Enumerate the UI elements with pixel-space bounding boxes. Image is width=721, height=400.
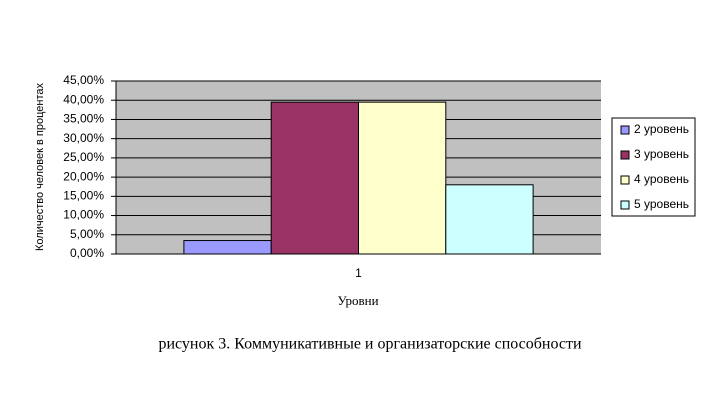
y-tick-label: 45,00% — [63, 73, 104, 87]
chart-title: рисунок 3. Коммуникативные и организатор… — [158, 336, 582, 353]
y-tick-label: 0,00% — [70, 246, 104, 260]
y-tick-label: 30,00% — [63, 131, 104, 145]
y-tick-label: 20,00% — [63, 169, 104, 183]
x-axis-label: Уровни — [337, 293, 378, 308]
y-tick-label: 5,00% — [70, 227, 104, 241]
legend-label: 3 уровень — [634, 147, 689, 161]
bar — [270, 101, 360, 255]
bar — [358, 101, 447, 255]
y-tick-label: 10,00% — [63, 208, 104, 222]
legend-label: 5 уровень — [634, 197, 689, 211]
bar — [183, 240, 272, 255]
y-tick-label: 40,00% — [63, 92, 104, 106]
y-tick-label: 15,00% — [63, 189, 104, 203]
legend-label: 2 уровень — [634, 122, 689, 136]
legend-swatch — [620, 150, 630, 160]
y-axis-label: Количество человек в процентах — [34, 83, 46, 251]
bar — [445, 184, 534, 255]
legend-swatch — [620, 200, 630, 210]
y-tick-label: 35,00% — [63, 112, 104, 126]
legend-swatch — [620, 125, 630, 135]
legend-swatch — [620, 175, 630, 185]
legend-label: 4 уровень — [634, 172, 689, 186]
y-tick-label: 25,00% — [63, 150, 104, 164]
x-tick-label: 1 — [355, 266, 362, 280]
